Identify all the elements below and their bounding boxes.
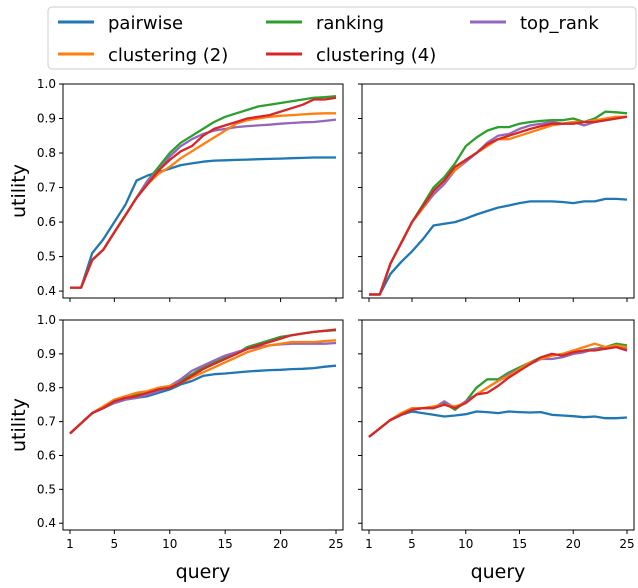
- legend-item: top_rank: [470, 13, 599, 34]
- axes-frame: [361, 83, 635, 299]
- x-tick-label: 25: [328, 537, 343, 551]
- axes-frame: [62, 83, 344, 299]
- legend-item: ranking: [266, 13, 384, 34]
- axes-frame: [62, 319, 344, 531]
- x-tick-label: 25: [619, 537, 634, 551]
- x-tick-label: 15: [512, 537, 527, 551]
- series-line-ranking: [368, 342, 628, 438]
- series-line-pairwise: [368, 410, 628, 438]
- legend-item: pairwise: [58, 13, 183, 34]
- axes-frame: [361, 319, 635, 531]
- y-tick-label: 0.4: [37, 284, 56, 298]
- series-line-clustering-4-: [368, 345, 628, 438]
- panels: 0.4 0.5 0.6 0.7 0.8 0.9 1.0 utility 0.4 0.5 0.6 0.7…: [8, 77, 635, 583]
- legend-label: clustering (4): [316, 45, 436, 66]
- y-tick-label: 0.5: [37, 482, 56, 496]
- x-tick-label: 10: [162, 537, 177, 551]
- legend: pairwise ranking top_rank clustering (2) clu…: [47, 6, 637, 70]
- x-tick-label: 15: [218, 537, 233, 551]
- x-tick-label: 10: [458, 537, 473, 551]
- series-line-ranking: [69, 329, 337, 435]
- y-tick-label: 0.6: [37, 448, 56, 462]
- y-tick-label: 0.5: [37, 250, 56, 264]
- series-line-top-rank: [368, 344, 628, 438]
- series-group: [69, 328, 337, 435]
- series-line-pairwise: [70, 156, 336, 289]
- x-axis-label: query: [471, 561, 526, 583]
- legend-label: clustering (2): [108, 45, 228, 66]
- series-line-ranking: [70, 94, 337, 289]
- series-line-clustering-2-: [369, 115, 627, 296]
- y-tick-label: 0.6: [37, 215, 56, 229]
- series-line-pairwise: [369, 197, 628, 296]
- y-tick-label: 0.8: [37, 381, 56, 395]
- legend-label: pairwise: [108, 13, 183, 34]
- panel-top-left: 0.4 0.5 0.6 0.7 0.8 0.9 1.0 utility: [8, 77, 344, 302]
- y-axis-label: utility: [8, 164, 30, 218]
- series-line-clustering-4-: [69, 328, 337, 435]
- y-tick-label: 0.9: [37, 112, 56, 126]
- y-tick-label: 0.7: [37, 415, 56, 429]
- series-group: [368, 342, 628, 438]
- series-line-clustering-4-: [70, 96, 337, 289]
- panel-top-right: [358, 83, 635, 302]
- series-line-clustering-2-: [368, 342, 628, 438]
- series-line-clustering-2-: [69, 339, 337, 435]
- series-line-clustering-4-: [369, 115, 628, 296]
- y-axis-label: utility: [8, 398, 30, 452]
- panel-bottom-left: 0.40.50.60.70.80.91.01 5 10 15 20 25utilityqu…: [8, 313, 344, 583]
- series-line-pairwise: [69, 364, 337, 435]
- series-line-clustering-2-: [70, 112, 336, 289]
- x-tick-label: 5: [111, 537, 119, 551]
- y-tick-label: 0.9: [37, 347, 56, 361]
- y-tick-label: 1.0: [37, 313, 56, 327]
- x-axis-label: query: [176, 561, 231, 583]
- legend-item: clustering (2): [58, 45, 228, 66]
- series-group: [369, 110, 628, 296]
- legend-label: ranking: [316, 13, 384, 34]
- x-tick-label: 20: [273, 537, 288, 551]
- legend-item: clustering (4): [266, 45, 436, 66]
- x-tick-label: 5: [408, 537, 416, 551]
- y-tick-label: 0.8: [37, 146, 56, 160]
- x-tick-label: 20: [566, 537, 581, 551]
- y-tick-label: 0.7: [37, 181, 56, 195]
- legend-label: top_rank: [520, 13, 599, 34]
- x-tick-label: 1: [365, 537, 373, 551]
- series-line-top-rank: [69, 341, 337, 435]
- y-tick-label: 1.0: [37, 77, 56, 91]
- series-line-top-rank: [369, 115, 628, 296]
- series-group: [70, 94, 337, 289]
- x-tick-label: 1: [66, 537, 74, 551]
- y-tick-label: 0.4: [37, 516, 56, 530]
